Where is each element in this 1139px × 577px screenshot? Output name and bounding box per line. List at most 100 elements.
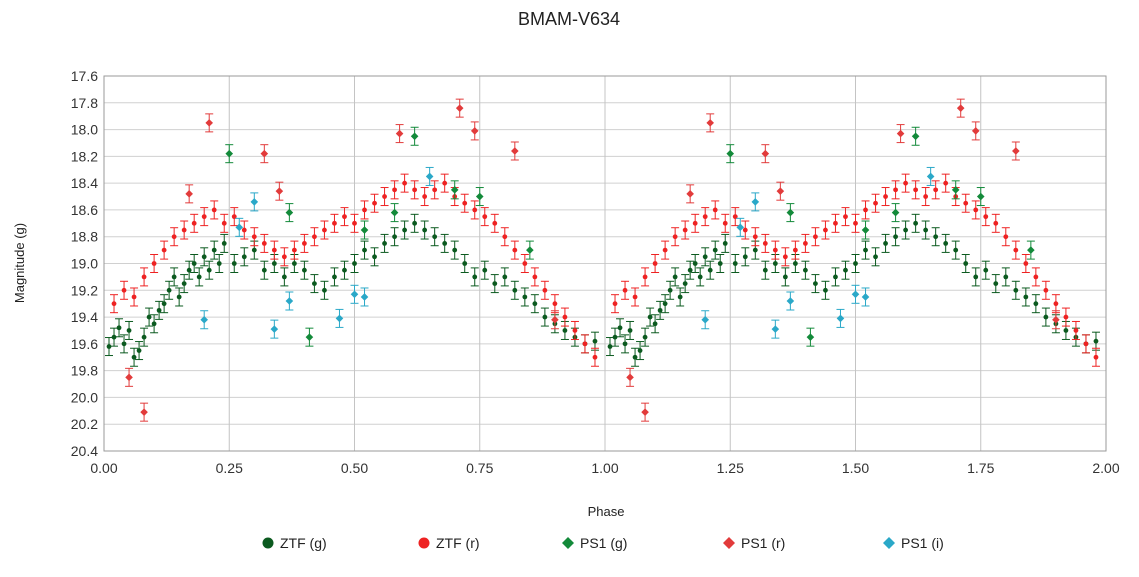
data-point-ztf-r	[410, 180, 419, 200]
data-point-ztf-g	[300, 260, 309, 280]
data-point-ztf-r	[861, 200, 870, 220]
data-point-ps1-g	[726, 144, 735, 164]
data-point-ztf-g	[616, 318, 625, 338]
data-point-ztf-r	[370, 193, 379, 213]
data-point-ps1-i	[200, 310, 209, 330]
data-point-ztf-r	[781, 247, 790, 267]
data-point-ztf-g	[195, 267, 204, 287]
y-tick-label: 18.8	[71, 229, 98, 245]
data-point-ztf-g	[380, 233, 389, 253]
series-ztf-g	[105, 213, 1100, 367]
y-tick-labels: 17.6 17.8 18.0 18.2 18.4 18.6 18.8 19.0 19.2 19.4…	[71, 68, 98, 459]
data-point-ztf-r	[971, 200, 980, 220]
data-point-ps1-i	[926, 166, 935, 186]
data-point-ztf-r	[741, 220, 750, 240]
data-point-ztf-r	[560, 307, 569, 327]
data-point-ztf-r	[761, 233, 770, 253]
data-point-ztf-g	[480, 260, 489, 280]
data-point-ps1-i	[360, 287, 369, 307]
data-point-ps1-r	[125, 367, 134, 387]
data-point-ztf-g	[180, 274, 189, 294]
data-point-ztf-g	[781, 267, 790, 287]
data-point-ztf-g	[881, 233, 890, 253]
data-point-ztf-r	[751, 227, 760, 247]
data-point-ztf-g	[175, 287, 184, 307]
data-point-ps1-i	[701, 310, 710, 330]
x-tick-label: 2.00	[1092, 460, 1119, 476]
data-point-ps1-i	[736, 217, 745, 237]
data-point-ztf-g	[686, 260, 695, 280]
legend-marker	[418, 537, 430, 549]
data-point-ps1-g	[285, 203, 294, 223]
x-tick-label: 1.75	[967, 460, 994, 476]
grid	[103, 75, 1107, 452]
data-point-ztf-g	[761, 260, 770, 280]
data-point-ztf-r	[801, 233, 810, 253]
data-point-ztf-g	[1021, 287, 1030, 307]
y-tick-label: 19.4	[71, 309, 98, 325]
data-point-ps1-g	[225, 144, 234, 164]
data-point-ztf-g	[681, 274, 690, 294]
data-point-ztf-g	[120, 334, 129, 354]
legend-marker	[723, 537, 735, 549]
legend-marker	[883, 537, 895, 549]
legend-item-ztf-g: ZTF (g)	[262, 535, 327, 551]
data-point-ztf-r	[420, 187, 429, 207]
data-point-ps1-g	[951, 180, 960, 200]
data-point-ztf-g	[821, 280, 830, 300]
data-point-ztf-g	[500, 267, 509, 287]
data-point-ps1-i	[235, 217, 244, 237]
data-point-ztf-r	[1001, 227, 1010, 247]
y-tick-label: 18.4	[71, 175, 98, 191]
data-point-ps1-i	[851, 284, 860, 304]
data-point-ztf-r	[811, 227, 820, 247]
data-point-ztf-g	[155, 300, 164, 320]
data-point-ztf-r	[330, 213, 339, 233]
legend-label: PS1 (r)	[741, 535, 785, 551]
data-point-ztf-r	[711, 200, 720, 220]
data-point-ps1-r	[1051, 310, 1060, 330]
data-point-ztf-r	[550, 294, 559, 314]
legend: ZTF (g) ZTF (r) PS1 (g) PS1 (r) PS1 (i)	[262, 535, 944, 551]
data-point-ztf-r	[180, 220, 189, 240]
data-point-ps1-r	[641, 402, 650, 422]
data-point-ztf-g	[871, 247, 880, 267]
data-point-ztf-g	[951, 240, 960, 260]
data-point-ztf-r	[671, 227, 680, 247]
data-point-ztf-r	[320, 220, 329, 240]
data-point-ztf-g	[240, 247, 249, 267]
data-point-ztf-g	[440, 233, 449, 253]
data-point-ztf-r	[681, 220, 690, 240]
data-point-ztf-g	[135, 341, 144, 361]
data-point-ztf-g	[270, 254, 279, 273]
data-point-ztf-r	[140, 267, 149, 287]
data-point-ps1-i	[861, 287, 870, 307]
data-point-ztf-g	[851, 254, 860, 273]
x-tick-label: 0.25	[216, 460, 243, 476]
data-point-ztf-g	[641, 327, 650, 347]
data-point-ztf-r	[460, 193, 469, 213]
x-tick-label: 0.75	[466, 460, 493, 476]
data-point-ps1-r	[626, 367, 635, 387]
data-point-ztf-g	[360, 240, 369, 260]
data-point-ztf-r	[961, 193, 970, 213]
data-point-ztf-g	[540, 307, 549, 327]
data-point-ztf-g	[831, 267, 840, 287]
data-point-ztf-g	[205, 260, 214, 280]
data-point-ztf-r	[731, 207, 740, 227]
data-point-ztf-g	[711, 240, 720, 260]
data-point-ztf-r	[580, 334, 589, 354]
data-point-ztf-g	[420, 220, 429, 240]
data-point-ztf-g	[450, 240, 459, 260]
data-point-ztf-g	[911, 213, 920, 233]
data-point-ps1-g	[861, 220, 870, 240]
data-point-ztf-r	[240, 220, 249, 240]
data-point-ztf-r	[871, 193, 880, 213]
data-point-ztf-g	[145, 307, 154, 327]
data-point-ps1-i	[771, 319, 780, 339]
data-point-ps1-g	[475, 187, 484, 207]
data-point-ztf-g	[530, 294, 539, 314]
data-point-ztf-g	[841, 260, 850, 280]
data-point-ztf-r	[540, 280, 549, 300]
